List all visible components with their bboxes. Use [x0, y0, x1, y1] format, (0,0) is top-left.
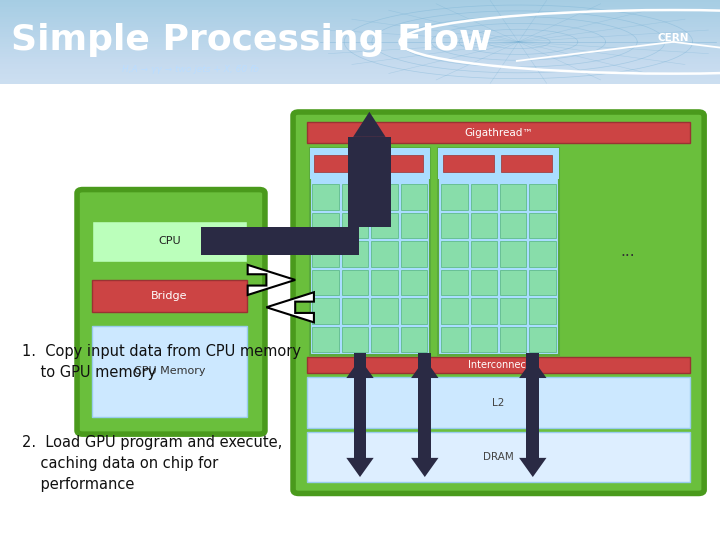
Bar — [471, 269, 497, 295]
Bar — [342, 327, 368, 352]
Bar — [372, 269, 397, 295]
Bar — [372, 213, 397, 238]
Bar — [307, 123, 690, 143]
Bar — [438, 147, 559, 355]
Bar — [400, 298, 427, 323]
Bar — [438, 147, 559, 179]
Bar — [307, 377, 690, 428]
Text: L2: L2 — [492, 397, 505, 408]
Bar — [372, 155, 423, 172]
Bar — [372, 298, 397, 323]
Bar — [312, 269, 339, 295]
Bar — [441, 213, 468, 238]
Text: 2.  Load GPU program and execute,
    caching data on chip for
    performance: 2. Load GPU program and execute, caching… — [22, 435, 282, 492]
FancyBboxPatch shape — [293, 112, 704, 494]
Bar — [400, 241, 427, 267]
Bar — [400, 327, 427, 352]
Bar — [312, 213, 339, 238]
Bar — [342, 213, 368, 238]
Bar — [92, 220, 247, 262]
Polygon shape — [411, 458, 438, 477]
Bar — [92, 280, 247, 312]
Text: CERN: CERN — [657, 32, 689, 43]
Bar — [500, 184, 526, 210]
Bar — [312, 327, 339, 352]
Polygon shape — [248, 265, 295, 295]
Text: Gigathread™: Gigathread™ — [464, 128, 533, 138]
Polygon shape — [519, 359, 546, 378]
Polygon shape — [519, 458, 546, 477]
FancyBboxPatch shape — [77, 190, 265, 434]
Bar — [526, 353, 539, 458]
Bar — [500, 269, 526, 295]
Bar — [342, 184, 368, 210]
Bar — [342, 269, 368, 295]
Bar — [307, 357, 690, 374]
Bar — [444, 155, 494, 172]
Text: 1.  Copy input data from CPU memory
    to GPU memory: 1. Copy input data from CPU memory to GP… — [22, 344, 301, 380]
Bar — [500, 327, 526, 352]
Bar — [400, 184, 427, 210]
Bar — [348, 137, 391, 227]
Bar — [418, 378, 431, 428]
Polygon shape — [346, 458, 374, 477]
Bar — [200, 227, 359, 255]
Bar — [526, 378, 539, 428]
Text: Interconnect: Interconnect — [468, 361, 529, 370]
Bar — [342, 241, 368, 267]
Bar — [400, 269, 427, 295]
Bar — [529, 184, 556, 210]
Bar — [500, 213, 526, 238]
Polygon shape — [346, 359, 374, 378]
Bar — [310, 147, 430, 179]
Bar — [441, 184, 468, 210]
Bar — [400, 213, 427, 238]
Bar — [471, 327, 497, 352]
Text: CPU: CPU — [158, 236, 181, 246]
Bar — [354, 353, 366, 458]
Polygon shape — [266, 292, 314, 322]
Bar — [471, 241, 497, 267]
Text: Simple Processing Flow: Simple Processing Flow — [11, 23, 492, 57]
Text: H,A → γγ → two jets + X, 60 fb: H,A → γγ → two jets + X, 60 fb — [122, 65, 259, 73]
Bar — [441, 298, 468, 323]
Bar — [354, 378, 366, 428]
Bar — [372, 327, 397, 352]
Text: Bridge: Bridge — [151, 291, 188, 301]
Bar — [372, 241, 397, 267]
Bar — [529, 327, 556, 352]
Polygon shape — [411, 359, 438, 378]
Bar — [342, 298, 368, 323]
Bar — [92, 326, 247, 417]
Bar — [441, 241, 468, 267]
Bar — [441, 269, 468, 295]
Bar — [500, 298, 526, 323]
Bar — [441, 327, 468, 352]
Bar — [471, 298, 497, 323]
Bar — [312, 298, 339, 323]
Text: CPU Memory: CPU Memory — [134, 366, 205, 376]
Bar — [471, 184, 497, 210]
Bar — [310, 147, 430, 355]
Bar — [529, 298, 556, 323]
Text: DRAM: DRAM — [483, 452, 514, 462]
Bar — [315, 155, 365, 172]
Bar — [418, 353, 431, 458]
Bar — [529, 213, 556, 238]
Bar — [501, 155, 552, 172]
Bar — [372, 184, 397, 210]
Bar — [500, 241, 526, 267]
Bar — [471, 213, 497, 238]
Bar — [529, 269, 556, 295]
Polygon shape — [353, 112, 386, 137]
Bar — [307, 433, 690, 482]
Bar — [529, 241, 556, 267]
Bar — [312, 241, 339, 267]
Text: ...: ... — [620, 244, 635, 259]
Bar — [312, 184, 339, 210]
